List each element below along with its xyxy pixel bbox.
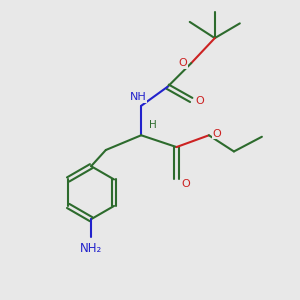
Text: O: O	[196, 96, 204, 106]
Text: O: O	[181, 179, 190, 189]
Text: NH₂: NH₂	[80, 242, 102, 255]
Text: NH: NH	[130, 92, 147, 102]
Text: O: O	[178, 58, 188, 68]
Text: O: O	[213, 129, 221, 139]
Text: H: H	[149, 120, 157, 130]
